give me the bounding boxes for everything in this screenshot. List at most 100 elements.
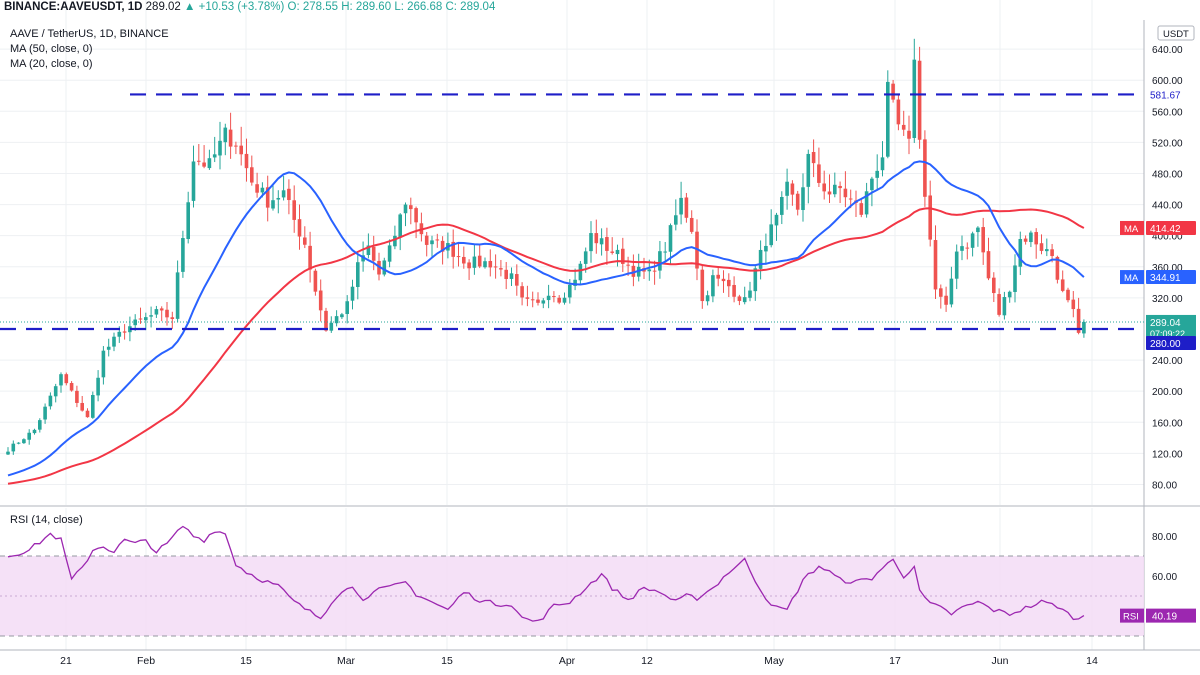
candle [75, 390, 79, 403]
candle [769, 224, 773, 246]
candle [875, 170, 879, 178]
candle [1013, 265, 1017, 292]
pair-legend[interactable]: AAVE / TetherUS, 1D, BINANCE [10, 28, 169, 40]
rsi-band [0, 555, 1144, 637]
candle [287, 188, 291, 201]
candle [64, 374, 69, 384]
candle [631, 265, 636, 277]
candle [250, 167, 254, 183]
candle [80, 402, 84, 411]
candle [112, 336, 116, 347]
candle [424, 235, 429, 245]
time-tick-label: Apr [559, 655, 576, 667]
price-change: +10.53 (+3.78%) [198, 1, 285, 13]
candle [159, 308, 164, 311]
candle [318, 290, 323, 311]
symbol-label[interactable]: BINANCE:AAVEUSDT, 1D [4, 1, 143, 13]
candle [382, 260, 387, 275]
ma50-legend[interactable]: MA (50, close, 0) [10, 43, 93, 55]
candle [223, 127, 228, 143]
candle [886, 81, 890, 157]
candle [218, 140, 222, 156]
candle [923, 139, 927, 197]
candle [440, 240, 445, 252]
symbol-header: BINANCE:AAVEUSDT, 1D 289.02 ▲ +10.53 (+3… [4, 1, 495, 13]
candle [122, 331, 127, 333]
rsi-name-tag: RSI [1123, 612, 1139, 623]
candle [949, 278, 954, 305]
horizontal-levels [0, 93, 1144, 331]
candle [525, 297, 530, 299]
candle [488, 260, 493, 268]
candle [334, 316, 339, 324]
ma20-price-tag: 344.91 [1150, 273, 1181, 284]
candle [409, 205, 413, 210]
candle [149, 315, 153, 317]
candle [917, 60, 922, 140]
candle [668, 225, 673, 252]
candle [530, 299, 535, 301]
ma20-line [7, 160, 1085, 477]
candle [350, 286, 355, 301]
candle [790, 183, 795, 195]
last-price: 289.02 [145, 1, 181, 13]
candle [753, 268, 758, 292]
axes: 80.00 120.00 160.00 200.00 240.00 320.00 360.0… [60, 45, 1183, 667]
ma50-price-tag: 414.42 [1150, 224, 1181, 235]
ma50-price-tag-bg [1146, 220, 1196, 235]
candle [27, 432, 31, 440]
candle [477, 255, 482, 267]
candles [6, 38, 1086, 455]
candle [817, 164, 821, 183]
grid [0, 0, 1200, 651]
candle [838, 185, 842, 189]
candle [896, 99, 901, 125]
candle [689, 217, 694, 232]
candle [197, 160, 201, 162]
candle [38, 420, 42, 430]
last-price-tag: 289.04 [1150, 318, 1181, 329]
price-tick-label: 320.00 [1152, 294, 1183, 305]
candle [610, 251, 614, 253]
price-tick-label: 480.00 [1152, 169, 1183, 180]
candle [546, 295, 551, 301]
time-tick-label: 15 [441, 655, 453, 667]
candle [186, 202, 190, 239]
candle [552, 296, 556, 298]
low-value: L: 266.68 [394, 1, 443, 13]
candle [859, 203, 864, 215]
currency-badge-bg [1157, 25, 1195, 41]
candle [933, 240, 938, 290]
candle [758, 249, 763, 269]
candle [1023, 238, 1028, 242]
rsi-value-tag: 40.19 [1152, 612, 1177, 623]
candle [721, 278, 726, 282]
candle [59, 374, 63, 386]
candle [912, 59, 917, 139]
candle [207, 158, 212, 169]
ma20-legend[interactable]: MA (20, close, 0) [10, 58, 93, 70]
candle [562, 297, 567, 303]
candle [901, 124, 906, 130]
candle [536, 299, 540, 303]
ma50-name-tag: MA [1124, 224, 1139, 235]
candle [212, 154, 217, 158]
candle [960, 246, 964, 251]
candle [1002, 297, 1007, 316]
candle [265, 187, 270, 208]
countdown-tag: 07:09:22 [1150, 329, 1185, 339]
candle [403, 204, 408, 214]
candle [801, 187, 805, 211]
price-tick-label: 360.00 [1152, 263, 1183, 274]
candle [1045, 249, 1049, 252]
candle [568, 284, 572, 298]
rsi-legend[interactable]: RSI (14, close) [10, 514, 83, 526]
candle [880, 157, 885, 171]
candle [6, 451, 10, 455]
candle [472, 256, 477, 268]
candle [53, 386, 58, 397]
time-tick-label: 17 [889, 655, 901, 667]
candle [679, 197, 683, 215]
